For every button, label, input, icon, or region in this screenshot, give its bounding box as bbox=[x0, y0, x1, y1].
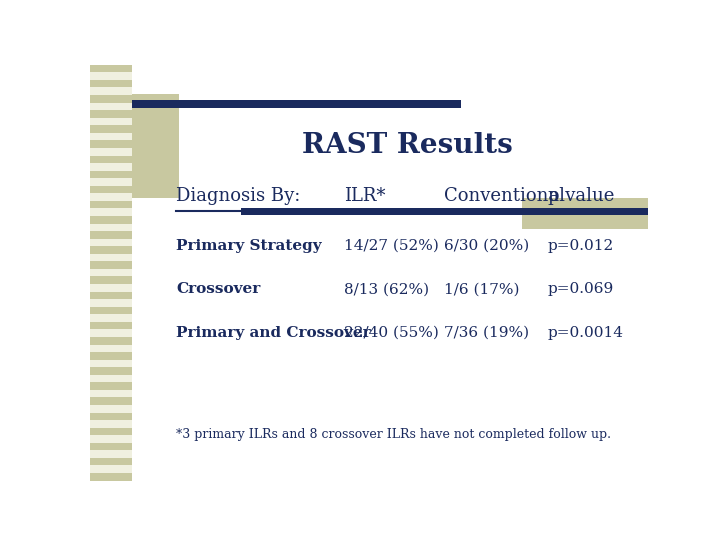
Bar bbox=[90, 87, 132, 95]
Bar bbox=[90, 382, 132, 390]
Bar bbox=[90, 261, 132, 269]
Bar bbox=[90, 193, 132, 201]
Bar bbox=[523, 198, 648, 229]
Bar bbox=[90, 397, 132, 405]
Bar bbox=[90, 428, 132, 435]
Bar bbox=[90, 231, 132, 239]
Text: RAST Results: RAST Results bbox=[302, 132, 513, 159]
Bar bbox=[90, 269, 132, 276]
Text: p=0.069: p=0.069 bbox=[547, 282, 614, 296]
Bar bbox=[90, 156, 132, 163]
Text: p value: p value bbox=[547, 187, 614, 205]
Bar bbox=[90, 224, 132, 231]
Bar bbox=[90, 80, 132, 87]
Bar bbox=[90, 65, 132, 72]
Bar bbox=[90, 216, 132, 224]
Bar bbox=[90, 367, 132, 375]
Bar bbox=[90, 420, 132, 428]
Bar bbox=[90, 337, 132, 345]
Bar bbox=[132, 100, 461, 109]
Bar bbox=[90, 390, 132, 397]
Bar bbox=[90, 292, 132, 299]
Bar bbox=[90, 458, 132, 465]
Text: Crossover: Crossover bbox=[176, 282, 261, 296]
Text: p=0.0014: p=0.0014 bbox=[547, 326, 624, 340]
Bar bbox=[90, 473, 132, 481]
Bar bbox=[90, 413, 132, 420]
Bar bbox=[90, 443, 132, 450]
Bar bbox=[90, 208, 132, 216]
Bar bbox=[90, 307, 132, 314]
Text: Diagnosis By:: Diagnosis By: bbox=[176, 187, 301, 205]
Text: 8/13 (62%): 8/13 (62%) bbox=[344, 282, 429, 296]
Bar bbox=[90, 299, 132, 307]
Bar bbox=[90, 405, 132, 413]
Bar bbox=[90, 329, 132, 337]
Text: 7/36 (19%): 7/36 (19%) bbox=[444, 326, 529, 340]
Bar bbox=[90, 72, 132, 80]
Bar bbox=[90, 246, 132, 254]
Bar bbox=[90, 125, 132, 133]
Text: Conventional: Conventional bbox=[444, 187, 565, 205]
Bar bbox=[90, 171, 132, 178]
Bar bbox=[90, 163, 132, 171]
Bar bbox=[90, 201, 132, 208]
Bar bbox=[90, 435, 132, 443]
Bar bbox=[90, 360, 132, 367]
Bar bbox=[90, 322, 132, 329]
Text: Primary Strategy: Primary Strategy bbox=[176, 239, 322, 253]
Bar bbox=[90, 178, 132, 186]
Bar bbox=[90, 133, 132, 140]
Text: 22/40 (55%): 22/40 (55%) bbox=[344, 326, 438, 340]
Bar bbox=[90, 284, 132, 292]
Bar bbox=[90, 276, 132, 284]
Bar bbox=[90, 352, 132, 360]
Text: ILR*: ILR* bbox=[344, 187, 385, 205]
Text: 6/30 (20%): 6/30 (20%) bbox=[444, 239, 530, 253]
Bar bbox=[90, 186, 132, 193]
Bar bbox=[90, 465, 132, 473]
Bar bbox=[90, 314, 132, 322]
Bar bbox=[90, 103, 132, 110]
Bar bbox=[90, 375, 132, 382]
Bar bbox=[90, 140, 132, 148]
Text: 14/27 (52%): 14/27 (52%) bbox=[344, 239, 438, 253]
Text: p=0.012: p=0.012 bbox=[547, 239, 614, 253]
Bar bbox=[90, 450, 132, 458]
Bar bbox=[90, 110, 132, 118]
Bar bbox=[90, 254, 132, 261]
Text: Primary and Crossover: Primary and Crossover bbox=[176, 326, 371, 340]
Text: 1/6 (17%): 1/6 (17%) bbox=[444, 282, 520, 296]
Bar bbox=[132, 94, 179, 198]
Bar bbox=[90, 118, 132, 125]
Text: *3 primary ILRs and 8 crossover ILRs have not completed follow up.: *3 primary ILRs and 8 crossover ILRs hav… bbox=[176, 428, 611, 441]
Bar bbox=[240, 208, 648, 215]
Bar bbox=[90, 345, 132, 352]
Bar bbox=[90, 95, 132, 103]
Bar bbox=[90, 239, 132, 246]
Bar bbox=[90, 148, 132, 156]
